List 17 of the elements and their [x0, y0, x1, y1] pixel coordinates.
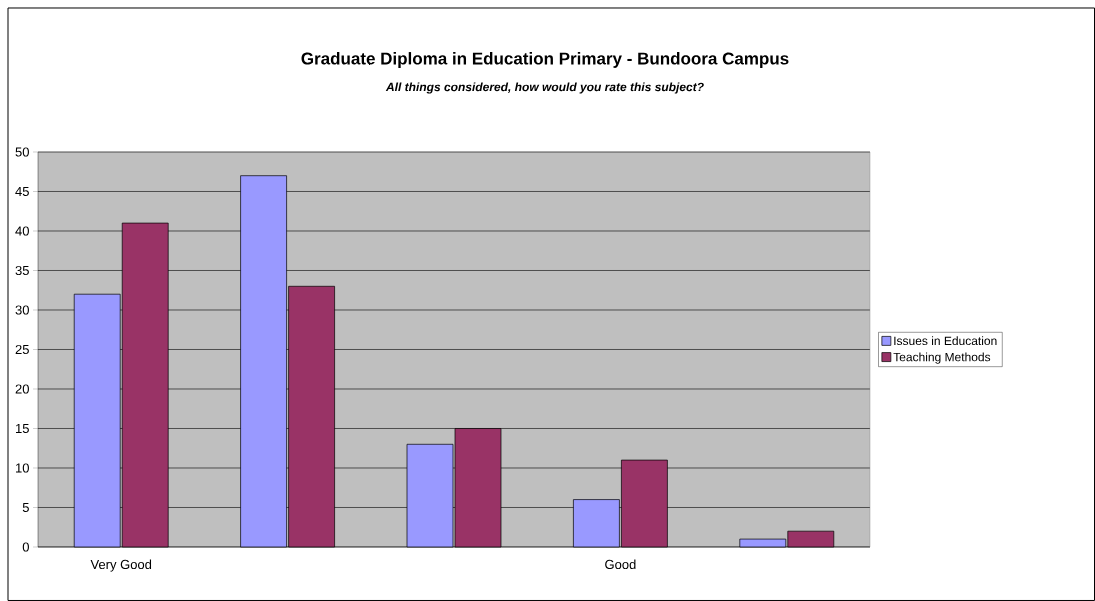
chart-subtitle: All things considered, how would you rate this subject? [385, 82, 704, 94]
y-tick-label: 50 [15, 147, 29, 157]
y-tick-label: 15 [16, 423, 29, 434]
y-tick-label: 40 [15, 226, 29, 236]
chart-title: Graduate Diploma in Education Primary - Bundoora Campus [301, 52, 789, 68]
y-tick-label: 5 [22, 502, 29, 513]
y-tick-label: 20 [15, 384, 29, 394]
x-tick-label: Good [605, 559, 636, 570]
legend-label: Teaching Methods [893, 352, 991, 364]
y-tick-label: 30 [15, 305, 29, 315]
legend-label: Issues in Education [894, 336, 997, 346]
x-tick-label: Very Good [90, 559, 152, 572]
y-tick-label: 25 [15, 344, 29, 355]
y-tick-label: 45 [15, 186, 29, 197]
y-tick-label: 10 [16, 463, 29, 473]
y-tick-label: 35 [15, 265, 29, 276]
y-tick-label: 0 [22, 542, 29, 552]
